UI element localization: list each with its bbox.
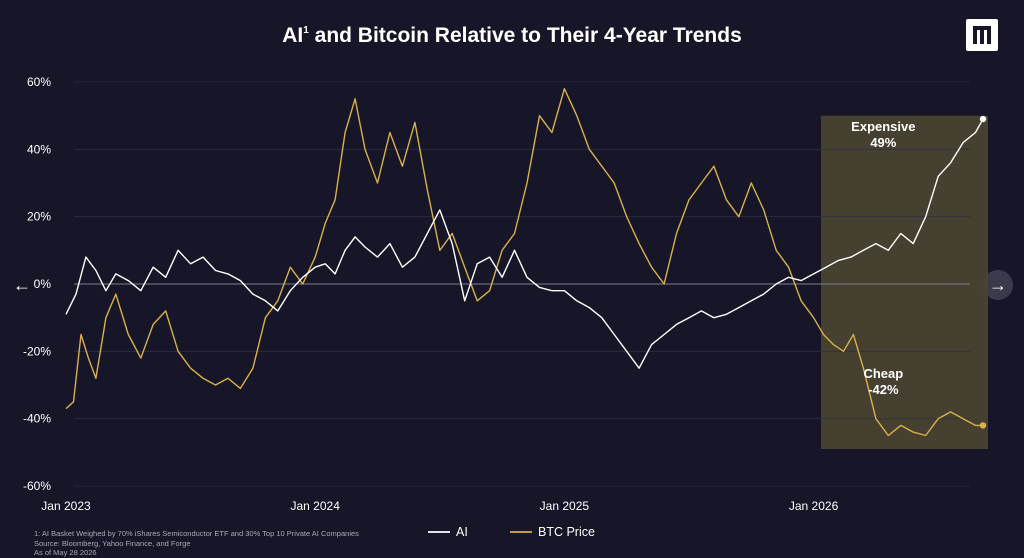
legend-label: BTC Price — [538, 525, 595, 539]
chart-title: AI1 and Bitcoin Relative to Their 4-Year… — [0, 24, 1024, 48]
highlight-region-layer — [821, 115, 988, 449]
footnote: 1: AI Basket Weighed by 70% iShares Semi… — [34, 529, 359, 558]
logo-glyph — [973, 26, 991, 44]
title-footnote-marker: 1 — [303, 25, 309, 36]
annotation-expensive: 49% — [870, 135, 896, 150]
y-tick-label: -60% — [23, 479, 51, 493]
chart-title-rest: and Bitcoin Relative to Their 4-Year Tre… — [314, 24, 742, 47]
x-tick-label: Jan 2024 — [290, 499, 340, 513]
annotation-expensive: Expensive — [851, 119, 915, 134]
grid-layer — [74, 81, 970, 487]
footnote-line-1: 1: AI Basket Weighed by 70% iShares Semi… — [34, 529, 359, 538]
arrow-right-glyph: → — [989, 274, 1007, 295]
arrow-left-glyph: ← — [13, 274, 31, 295]
x-tick-label: Jan 2025 — [540, 499, 590, 513]
chart-title-ai: AI — [282, 24, 304, 47]
y-tick-label: -20% — [23, 344, 51, 358]
footnote-line-2: Source: Bloomberg, Yahoo Finance, and Fo… — [34, 538, 191, 548]
btc-endpoint-marker — [979, 422, 987, 429]
pantera-logo-icon — [966, 19, 998, 51]
annotation-cheap: -42% — [868, 382, 899, 397]
x-axis-ticks: Jan 2023 Jan 2024 Jan 2025 Jan 2026 — [41, 499, 838, 513]
ai-endpoint-marker — [979, 115, 987, 123]
y-tick-label: 60% — [27, 75, 51, 89]
y-tick-label: 20% — [27, 210, 51, 224]
legend-label: AI — [456, 525, 468, 539]
y-axis-ticks: 60% 40% 20% 0% -20% -40% -60% — [23, 75, 51, 493]
annotation-cheap: Cheap — [863, 366, 903, 381]
y-tick-label: -40% — [23, 412, 51, 426]
y-tick-label: 0% — [34, 277, 52, 291]
x-tick-label: Jan 2026 — [789, 499, 839, 513]
btc-series-line — [65, 87, 983, 437]
legend: AI BTC Price — [428, 525, 595, 539]
y-tick-label: 40% — [27, 142, 51, 156]
x-tick-label: Jan 2023 — [41, 499, 91, 513]
arrow-left-icon[interactable]: ← — [7, 270, 37, 300]
highlight-region — [821, 115, 988, 449]
series-layer — [65, 87, 984, 437]
ai-series-line — [65, 118, 984, 369]
footnote-line-3: As of May 28 2026 — [34, 548, 97, 557]
